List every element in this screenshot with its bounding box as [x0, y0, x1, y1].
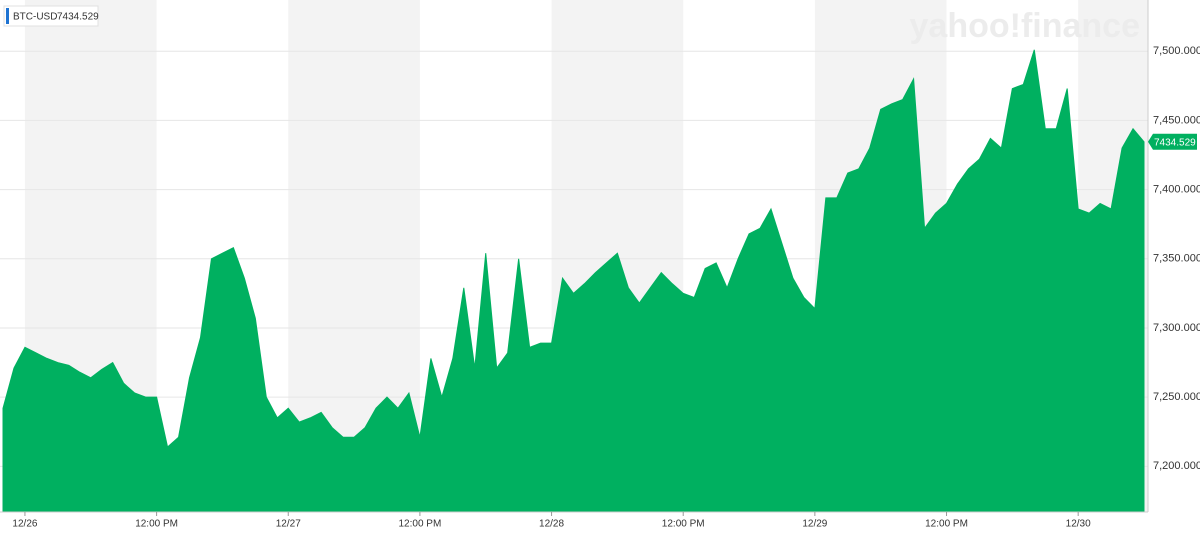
x-tick-label: 12:00 PM	[662, 519, 705, 530]
price-tag	[1148, 133, 1197, 150]
y-tick-label: 7,200.000	[1153, 460, 1200, 472]
price-tag-label: 7434.529	[1154, 137, 1196, 148]
legend-value: 7434.529	[57, 12, 99, 23]
y-tick-label: 7,300.000	[1153, 322, 1200, 334]
x-tick-label: 12/30	[1066, 519, 1091, 530]
x-tick-label: 12/28	[539, 519, 564, 530]
x-tick-label: 12/26	[12, 519, 37, 530]
legend-box	[3, 5, 99, 27]
y-tick-label: 7,350.000	[1153, 253, 1200, 265]
area	[2, 49, 1145, 513]
x-tick-label: 12/27	[276, 519, 301, 530]
watermark: yahoo!finance	[910, 7, 1140, 45]
legend-marker	[6, 8, 9, 24]
x-tick-label: 12:00 PM	[135, 519, 178, 530]
y-tick-label: 7,500.000	[1153, 45, 1200, 57]
legend-label: BTC-USD	[13, 12, 57, 23]
x-tick-label: 12:00 PM	[925, 519, 968, 530]
x-tick-label: 12:00 PM	[398, 519, 441, 530]
x-tick-label: 12/29	[802, 519, 827, 530]
y-tick-label: 7,400.000	[1153, 183, 1200, 195]
y-tick-label: 7,450.000	[1153, 114, 1200, 126]
y-tick-label: 7,250.000	[1153, 391, 1200, 403]
